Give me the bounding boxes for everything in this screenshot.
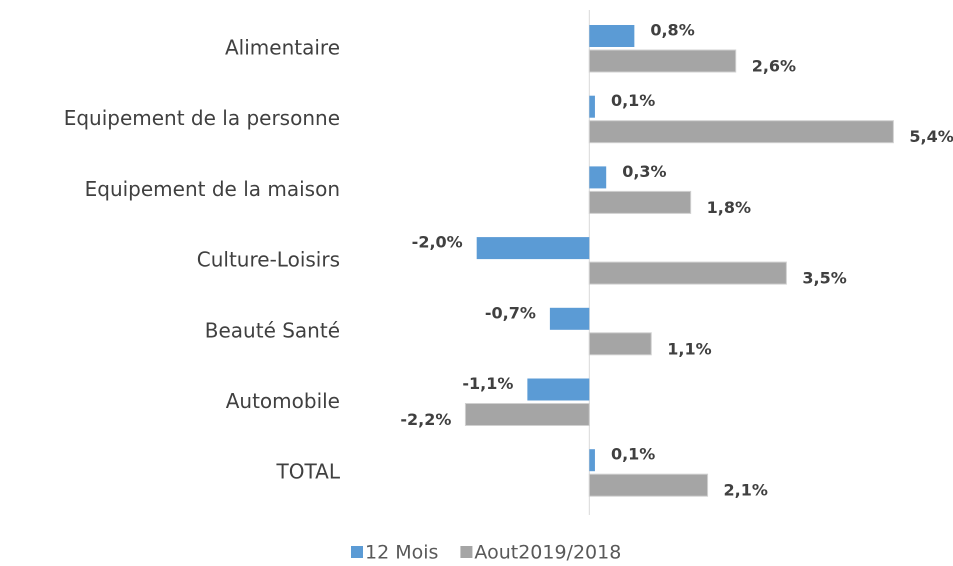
legend-label: 12 Mois — [365, 542, 438, 564]
bar — [589, 449, 595, 472]
value-label: 0,1% — [611, 91, 655, 110]
value-label: 5,4% — [909, 127, 953, 146]
bar — [476, 237, 590, 260]
value-label: -1,1% — [462, 374, 513, 393]
value-label: 1,1% — [667, 339, 711, 358]
bar — [588, 261, 787, 285]
bar — [464, 403, 590, 426]
bar — [588, 332, 652, 356]
category-label: Equipement de la maison — [85, 177, 340, 201]
value-label: -2,0% — [412, 233, 463, 252]
value-label: 2,1% — [724, 481, 768, 500]
legend-swatch — [460, 546, 473, 558]
legend-swatch — [351, 546, 363, 558]
value-label: 0,8% — [650, 21, 694, 40]
bar — [588, 190, 692, 214]
value-label: 2,6% — [752, 57, 796, 76]
category-label: TOTAL — [276, 460, 341, 484]
legend-label: Aout2019/2018 — [474, 542, 621, 564]
category-label: Alimentaire — [225, 36, 340, 60]
category-label: Culture-Loisirs — [197, 248, 340, 272]
bar — [589, 95, 595, 118]
category-label: Automobile — [226, 389, 340, 413]
bar — [589, 25, 635, 47]
value-label: 0,3% — [622, 162, 666, 181]
category-label: Equipement de la personne — [64, 106, 340, 130]
bar — [588, 49, 737, 73]
bar — [549, 307, 590, 330]
bar — [588, 473, 709, 497]
bar — [588, 120, 894, 144]
value-label: 1,8% — [707, 198, 751, 217]
category-label: Beauté Santé — [205, 318, 340, 342]
value-label: 3,5% — [802, 269, 846, 288]
bar — [589, 166, 607, 189]
value-label: -2,2% — [400, 410, 451, 429]
bar — [527, 378, 590, 401]
value-label: -0,7% — [485, 303, 536, 322]
value-label: 0,1% — [611, 445, 655, 464]
